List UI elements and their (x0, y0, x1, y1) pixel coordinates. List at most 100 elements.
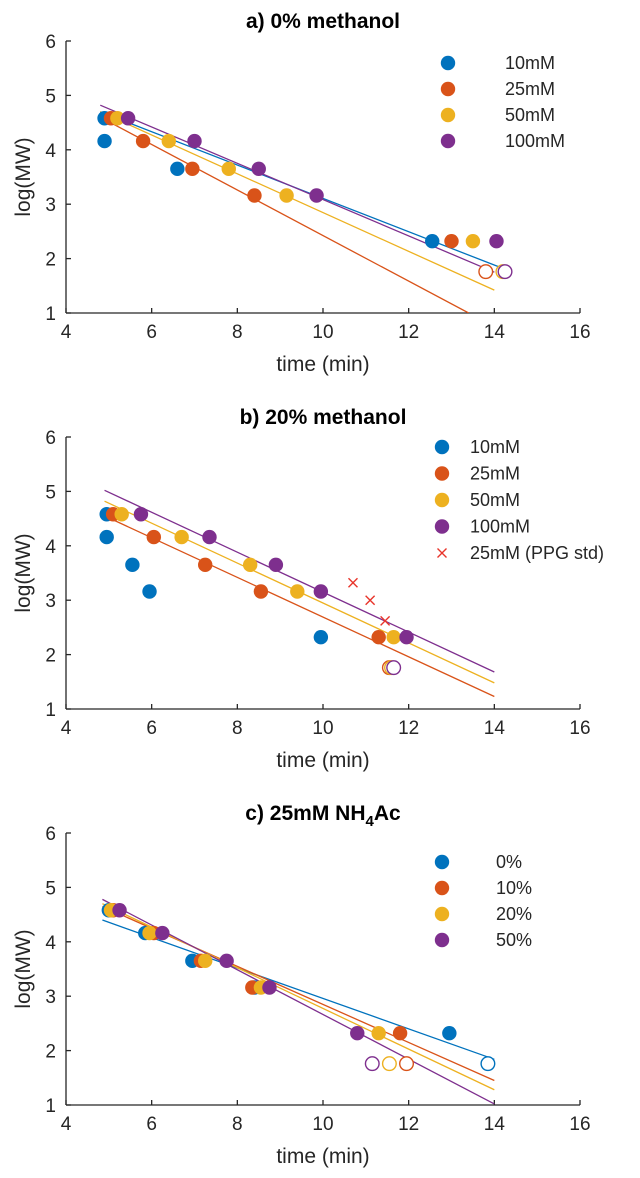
data-point-10mM (97, 133, 112, 149)
data-point-100mM (399, 629, 414, 645)
x-tick-label: 12 (398, 718, 419, 739)
legend-marker (434, 519, 450, 534)
fit-line-50mM (99, 111, 495, 291)
data-point-50mM (114, 507, 129, 522)
data-point-0% (442, 1025, 457, 1041)
open-point-0% (480, 1056, 496, 1072)
legend-marker (434, 880, 450, 896)
data-point-50mM (279, 188, 294, 203)
x-axis-label: time (min) (276, 353, 369, 376)
data-point-20% (142, 925, 157, 941)
x-tick-label: 4 (61, 718, 72, 739)
legend-marker (434, 439, 450, 455)
data-point-25mM (135, 133, 151, 149)
chart-title: b) 20% methanol (240, 406, 407, 429)
legend-label: 25mM (505, 79, 555, 99)
legend-marker (440, 107, 456, 123)
data-point-100mM (202, 529, 217, 545)
data-point-100mM (133, 507, 149, 522)
data-point-50mM (221, 161, 236, 177)
y-tick-label: 3 (45, 195, 56, 216)
fit-line-25mM (104, 515, 495, 698)
x-axis-label: time (min) (276, 1145, 369, 1168)
x-tick-label: 8 (232, 718, 243, 739)
data-point-50mM (386, 629, 401, 645)
open-point-10% (399, 1056, 415, 1072)
legend-marker (437, 548, 447, 558)
x-tick-label: 4 (61, 322, 72, 343)
chart-title: c) 25mM NH4Ac (245, 802, 401, 830)
y-tick-label: 2 (45, 646, 56, 667)
y-tick-label: 1 (45, 304, 56, 325)
legend-marker (434, 854, 450, 870)
legend-label: 10mM (505, 53, 555, 73)
data-point-50% (155, 925, 170, 941)
data-point-25mM (146, 529, 162, 545)
legend-label: 25mM (470, 464, 520, 484)
y-axis-label: log(MW) (12, 533, 35, 612)
x-tick-label: 14 (484, 322, 506, 343)
data-point-50% (112, 903, 127, 918)
legend-label: 0% (496, 852, 522, 872)
x-tick-label: 14 (484, 1114, 506, 1135)
data-point-10mM (99, 529, 114, 545)
x-tick-label: 16 (569, 718, 590, 739)
x-tick-label: 8 (232, 322, 243, 343)
data-point-50% (262, 980, 277, 995)
data-point-50% (350, 1025, 365, 1041)
data-point-50mM (465, 233, 481, 249)
data-point-25mM (371, 629, 386, 645)
data-point-100mM (187, 133, 202, 149)
fit-line-25mM (99, 116, 469, 313)
data-point-20% (371, 1025, 386, 1041)
x-axis-label: time (min) (276, 749, 369, 772)
x-tick-label: 4 (61, 1114, 72, 1135)
y-tick-label: 4 (45, 141, 56, 162)
data-point-100mM (313, 584, 329, 599)
x-tick-label: 10 (312, 322, 333, 343)
y-tick-label: 4 (45, 537, 56, 558)
data-point-50mM (161, 133, 176, 149)
data-point-25mM (253, 584, 269, 599)
data-point-10mM (142, 584, 157, 599)
legend-label: 50mM (470, 490, 520, 510)
y-tick-label: 5 (45, 482, 56, 503)
open-point-20% (381, 1056, 397, 1072)
data-point-50mM (290, 584, 305, 599)
legend-label: 25mM (PPG std) (470, 543, 604, 563)
y-tick-label: 1 (45, 1096, 56, 1117)
x-tick-label: 14 (484, 718, 506, 739)
legend-marker (434, 906, 450, 922)
data-point-50% (219, 953, 234, 969)
data-point-20% (198, 953, 213, 969)
data-point-100mM (489, 233, 504, 249)
legend-label: 100mM (470, 517, 530, 537)
data-point-10mM (425, 233, 440, 249)
data-point-50mM (110, 111, 125, 126)
open-point-50% (364, 1056, 380, 1072)
x-tick-label: 12 (398, 1114, 419, 1135)
y-tick-label: 1 (45, 700, 56, 721)
data-point-25mM (247, 188, 262, 203)
legend-marker (440, 133, 456, 149)
fit-line-100mM (104, 489, 495, 673)
data-point-10mM (125, 557, 140, 573)
x-tick-label: 16 (569, 1114, 590, 1135)
y-tick-label: 4 (45, 933, 56, 954)
y-tick-label: 6 (45, 428, 56, 449)
x-tick-label: 16 (569, 322, 590, 343)
legend-marker (434, 932, 450, 948)
legend-marker (440, 81, 456, 97)
data-point-100mM (309, 188, 324, 203)
open-point-100mM (497, 264, 513, 280)
chart-title: a) 0% methanol (246, 10, 400, 33)
x-tick-label: 6 (146, 718, 157, 739)
data-point-10% (392, 1025, 408, 1041)
y-axis-label: log(MW) (12, 929, 35, 1008)
cross-point-25mM (PPG std) (380, 615, 391, 626)
legend-label: 10mM (470, 437, 520, 457)
cross-point-25mM (PPG std) (365, 595, 376, 606)
